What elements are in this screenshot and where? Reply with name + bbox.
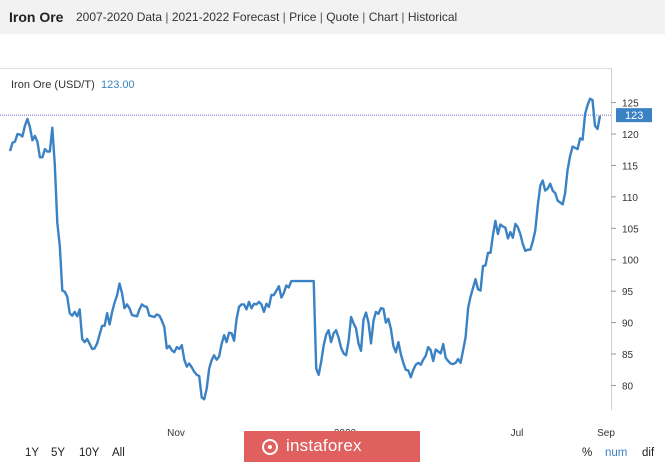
x-tick-label: Sep (597, 428, 615, 439)
y-tick-label: 110 (622, 193, 638, 204)
mode-dif-button[interactable]: dif (642, 447, 655, 459)
nav-link-chart[interactable]: Chart (368, 10, 399, 24)
y-tick-label: 80 (622, 381, 634, 392)
legend-value: 123.00 (101, 79, 135, 91)
nav-links: 2007-2020 Data | 2021-2022 Forecast | Pr… (76, 10, 457, 24)
nav-separator: | (316, 10, 327, 24)
nav-link-price[interactable]: Price (289, 10, 317, 24)
nav-link-historical[interactable]: Historical (407, 10, 458, 24)
nav-link-quote[interactable]: Quote (326, 10, 359, 24)
range-10y-button[interactable]: 10Y (79, 447, 100, 459)
plot-top-border (0, 68, 612, 69)
x-tick-label: Jul (511, 428, 524, 439)
y-tick-label: 95 (622, 287, 634, 298)
range-5y-button[interactable]: 5Y (51, 447, 66, 459)
y-tick-label: 105 (622, 224, 639, 235)
watermark-text: instaforex (286, 436, 362, 455)
y-tick-label: 100 (622, 256, 639, 267)
price-badge-text: 123 (625, 110, 643, 122)
range-1y-button[interactable]: 1Y (25, 447, 40, 459)
y-tick-label: 125 (622, 99, 639, 110)
watermark-banner: instaforex (244, 431, 420, 462)
mode-num-button[interactable]: num (605, 447, 628, 459)
price-badge (616, 108, 652, 123)
header-bar (0, 0, 665, 34)
nav-link-2021-2022-forecast[interactable]: 2021-2022 Forecast (171, 10, 280, 24)
legend-name: Iron Ore (USD/T) (11, 79, 95, 91)
nav-separator: | (398, 10, 408, 24)
series-line-iron-ore (8, 97, 602, 401)
y-tick-label: 85 (622, 350, 634, 361)
y-tick-label: 120 (622, 130, 639, 141)
y-tick-label: 115 (622, 161, 638, 172)
page-title: Iron Ore (9, 9, 64, 25)
y-axis-line (611, 68, 612, 410)
nav-separator: | (279, 10, 290, 24)
range-all-button[interactable]: All (112, 447, 125, 459)
nav-separator: | (162, 10, 172, 24)
instaforex-logo-icon (262, 439, 278, 455)
mode-percent-button[interactable]: % (582, 447, 593, 459)
x-tick-label: Nov (167, 428, 185, 439)
nav-separator: | (358, 10, 369, 24)
nav-link-2007-2020-data[interactable]: 2007-2020 Data (76, 10, 163, 24)
y-tick-label: 90 (622, 319, 634, 330)
